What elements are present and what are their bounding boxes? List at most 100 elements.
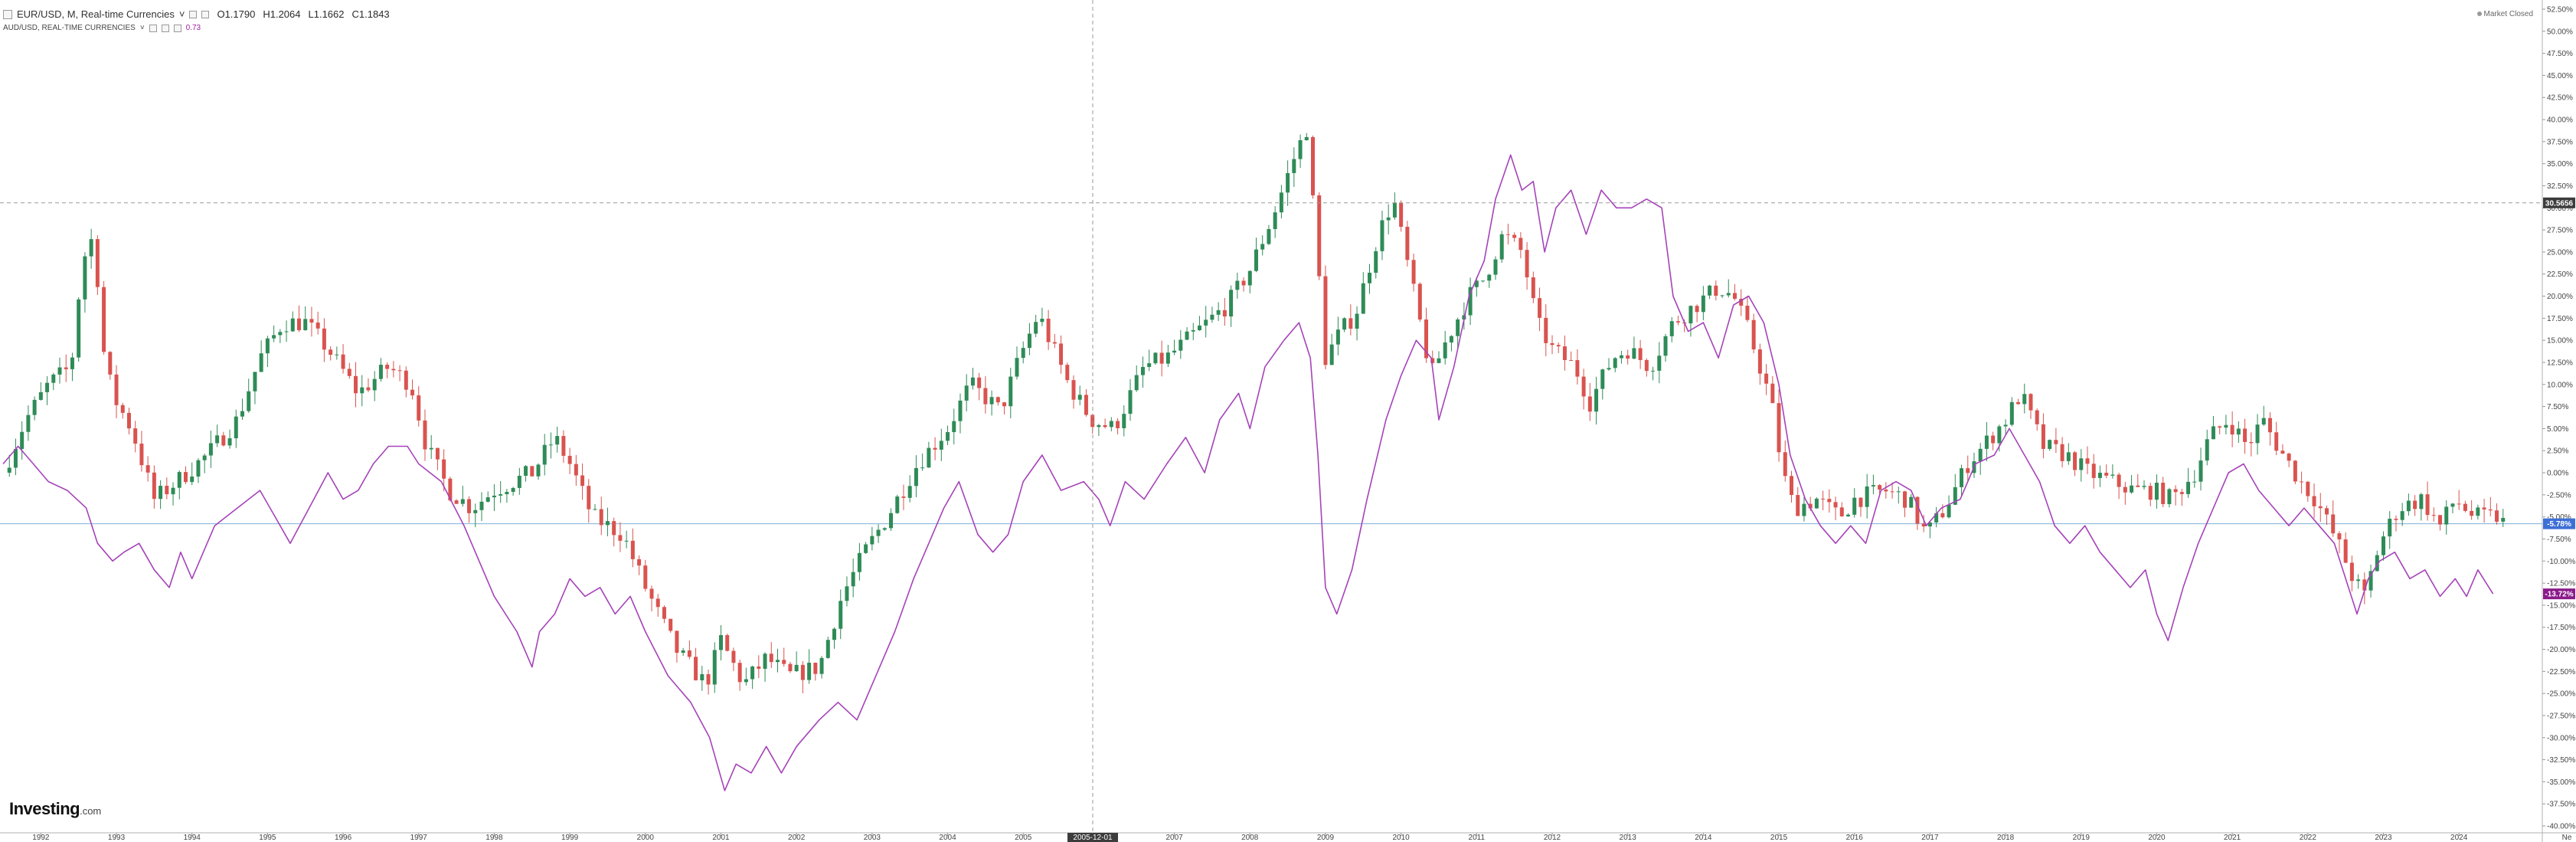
settings-icon[interactable] bbox=[189, 11, 198, 18]
close-icon[interactable] bbox=[201, 11, 210, 18]
eur-candle-body bbox=[1374, 251, 1378, 273]
eur-candle-body bbox=[1770, 383, 1775, 404]
eur-candle-body bbox=[2495, 510, 2499, 522]
y-tick-label: 30.00% bbox=[2547, 205, 2573, 213]
main-series-legend[interactable]: EUR/USD, M, Real-time Currencies ˅ O1.17… bbox=[3, 8, 390, 21]
eur-candle-body bbox=[1159, 352, 1164, 364]
x-axis[interactable]: 1992 1993 1994 1995 1996 1997 1998 1999 2000 2001… bbox=[32, 833, 2572, 842]
y-tick-label: -35.00% bbox=[2547, 778, 2575, 787]
eur-candle-body bbox=[1286, 172, 1290, 193]
eur-candle-body bbox=[1777, 403, 1781, 453]
x-tick-label: 2021 bbox=[2224, 834, 2241, 842]
eur-candle-body bbox=[1915, 496, 1920, 524]
eur-candle-body bbox=[1310, 136, 1315, 195]
eur-candle-body bbox=[1865, 486, 1869, 507]
y-tick-label: -7.50% bbox=[2547, 536, 2571, 544]
eur-candle-body bbox=[1430, 358, 1435, 363]
eur-candle-body bbox=[1147, 363, 1152, 367]
x-tick-label: 2018 bbox=[1997, 834, 2015, 842]
eur-candle-body bbox=[83, 256, 87, 300]
eur-candle-body bbox=[1279, 192, 1283, 213]
eur-candle-body bbox=[983, 388, 988, 405]
eur-candle-body bbox=[1921, 523, 1926, 527]
eur-candle-body bbox=[1544, 317, 1548, 343]
eur-candle-body bbox=[2312, 496, 2316, 506]
eur-candle-body bbox=[1335, 329, 1340, 345]
eur-candle-body bbox=[889, 513, 894, 529]
y-tick-label: -20.00% bbox=[2547, 646, 2575, 654]
eur-candle-body bbox=[2091, 464, 2096, 478]
eur-candle-body bbox=[1084, 395, 1088, 415]
eur-candle-body bbox=[2009, 401, 2014, 425]
eur-candle-body bbox=[1607, 368, 1611, 370]
eur-candle-body bbox=[1185, 331, 1189, 340]
collapse-icon[interactable] bbox=[3, 10, 12, 19]
eur-candle-body bbox=[1644, 359, 1649, 372]
eur-candle-body bbox=[2280, 450, 2285, 454]
eur-candle-body bbox=[1927, 522, 1932, 527]
eur-candle-body bbox=[933, 447, 937, 450]
eur-candle-body bbox=[1216, 310, 1221, 315]
eur-candle-body bbox=[2161, 483, 2166, 505]
compare-series-legend[interactable]: AUD/USD, REAL-TIME CURRENCIES ˅ 0.73 bbox=[3, 21, 390, 35]
y-tick-label: -17.50% bbox=[2547, 624, 2575, 632]
crosshair-y-label-bg bbox=[2543, 197, 2575, 208]
x-tick-label: 2023 bbox=[2375, 834, 2392, 842]
status-dot-icon bbox=[2476, 11, 2482, 16]
y-tick-label: 0.00% bbox=[2547, 470, 2568, 478]
eur-candle-body bbox=[2048, 440, 2052, 449]
eur-candle-body bbox=[315, 323, 320, 329]
settings-icon[interactable] bbox=[161, 25, 169, 32]
eur-candle-body bbox=[1071, 380, 1076, 400]
eur-candle-body bbox=[1890, 491, 1894, 493]
eur-candle-body bbox=[1122, 414, 1126, 428]
eur-candle-body bbox=[1556, 345, 1561, 347]
eur-candle-body bbox=[1437, 358, 1441, 363]
eur-candle-body bbox=[1626, 355, 1630, 359]
eur-candle-body bbox=[70, 357, 74, 369]
eur-candle-body bbox=[2066, 452, 2071, 461]
eur-candle-body bbox=[1783, 452, 1787, 477]
eur-candle-body bbox=[939, 441, 943, 450]
eur-candle-body bbox=[1474, 280, 1479, 287]
eur-candle-body bbox=[284, 331, 289, 333]
x-tick-label: 1999 bbox=[561, 834, 579, 842]
eur-candle-body bbox=[171, 487, 175, 495]
eur-candle-body bbox=[341, 354, 345, 369]
eur-candle-body bbox=[927, 447, 931, 468]
x-tick-label: 2016 bbox=[1846, 834, 1864, 842]
chevron-down-icon[interactable]: ˅ bbox=[178, 8, 185, 20]
eur-candle-body bbox=[1960, 468, 1964, 487]
eur-candle-body bbox=[1852, 497, 1857, 515]
logo-main: Investing bbox=[9, 799, 80, 818]
eur-candle-body bbox=[2501, 517, 2506, 522]
y-tick-label: 40.00% bbox=[2547, 116, 2573, 125]
eur-candle-body bbox=[2136, 485, 2140, 487]
aud-usd-series-line bbox=[2, 154, 2494, 791]
eur-candle-body bbox=[788, 663, 793, 672]
x-tick-label: 2003 bbox=[864, 834, 881, 842]
eur-candle-body bbox=[901, 496, 906, 498]
close-icon[interactable] bbox=[173, 25, 181, 32]
eur-last-value-label: -5.78% bbox=[2547, 520, 2571, 529]
y-tick-label: 5.00% bbox=[2547, 425, 2568, 434]
eur-candle-body bbox=[825, 640, 830, 658]
eur-candle-body bbox=[2476, 507, 2480, 516]
eur-candle-body bbox=[2060, 444, 2064, 461]
eur-candle-body bbox=[694, 657, 698, 680]
eur-candle-body bbox=[2249, 441, 2254, 444]
eur-candle-body bbox=[1034, 322, 1038, 334]
crosshair-x-label: 2005-12-01 bbox=[1073, 834, 1113, 842]
eur-candle-body bbox=[2142, 486, 2146, 487]
chevron-down-icon[interactable]: ˅ bbox=[139, 24, 145, 32]
eur-candle-body bbox=[247, 391, 251, 411]
y-tick-label: 2.50% bbox=[2547, 447, 2568, 456]
eur-candle-body bbox=[1953, 487, 1957, 505]
visibility-icon[interactable] bbox=[149, 25, 157, 32]
eur-candle-body bbox=[1103, 424, 1107, 428]
eur-candle-body bbox=[1317, 195, 1322, 277]
eur-candle-body bbox=[45, 382, 50, 392]
y-axis[interactable]: 52.50% 50.00% 47.50% 45.00% 42.50% 40.00% 37.5… bbox=[2542, 6, 2575, 831]
